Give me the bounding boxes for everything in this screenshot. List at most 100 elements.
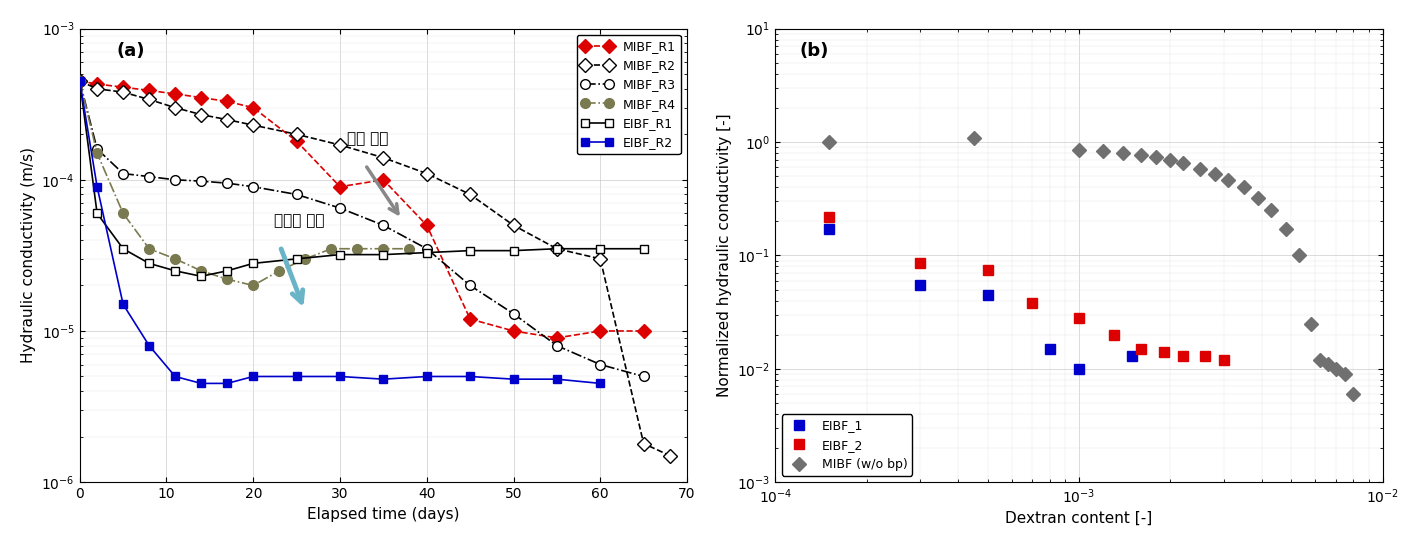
MIBF_R2 — [141, 96, 158, 103]
EIBF_R1 — [141, 260, 158, 266]
EIBF_2 — [1154, 349, 1171, 356]
EIBF_R2 — [419, 373, 436, 380]
EIBF_R2 — [506, 376, 523, 382]
MIBF_R1 — [462, 316, 479, 322]
MIBF_R1 — [419, 222, 436, 229]
MIBF_R3 — [288, 191, 305, 197]
EIBF_R2 — [375, 376, 392, 382]
Line: MIBF_R3: MIBF_R3 — [75, 76, 649, 381]
Line: MIBF_R4: MIBF_R4 — [75, 76, 415, 290]
Text: 영양분 증가: 영양분 증가 — [274, 213, 325, 228]
MIBF_R2 — [419, 170, 436, 177]
EIBF_R1 — [635, 246, 652, 252]
MIBF_R4 — [115, 210, 132, 217]
MIBF (w/o bp) — [1311, 357, 1328, 363]
MIBF (w/o bp) — [1162, 156, 1179, 163]
MIBF_R1 — [244, 104, 261, 111]
MIBF_R3 — [219, 180, 236, 187]
MIBF_R4 — [271, 267, 288, 274]
MIBF_R3 — [166, 177, 183, 183]
EIBF_R1 — [506, 247, 523, 254]
MIBF_R2 — [462, 191, 479, 197]
EIBF_2 — [1197, 353, 1214, 359]
MIBF_R3 — [635, 373, 652, 380]
MIBF_R3 — [331, 205, 348, 211]
MIBF_R1 — [219, 98, 236, 104]
MIBF_R1 — [506, 328, 523, 334]
EIBF_2 — [978, 266, 995, 273]
MIBF (w/o bp) — [1220, 177, 1237, 184]
MIBF_R4 — [193, 267, 210, 274]
Text: (a): (a) — [116, 42, 145, 60]
MIBF (w/o bp) — [966, 135, 983, 142]
EIBF_R1 — [592, 246, 609, 252]
MIBF_R3 — [548, 342, 565, 349]
MIBF (w/o bp) — [1302, 321, 1319, 327]
EIBF_R2 — [71, 78, 88, 84]
Text: 배압 작용: 배압 작용 — [346, 131, 388, 147]
EIBF_R2 — [288, 373, 305, 380]
EIBF_2 — [1216, 357, 1233, 363]
EIBF_R1 — [419, 249, 436, 256]
EIBF_R2 — [331, 373, 348, 380]
EIBF_1 — [1041, 346, 1058, 352]
MIBF_R1 — [331, 183, 348, 190]
MIBF_R2 — [662, 452, 679, 459]
MIBF_R2 — [506, 222, 523, 229]
EIBF_R1 — [193, 273, 210, 280]
MIBF_R2 — [635, 440, 652, 447]
EIBF_1 — [1123, 353, 1140, 359]
EIBF_2 — [1174, 353, 1191, 359]
EIBF_R2 — [193, 380, 210, 387]
EIBF_2 — [821, 213, 838, 220]
Line: EIBF_2: EIBF_2 — [824, 212, 1228, 365]
EIBF_R1 — [288, 255, 305, 262]
EIBF_2 — [1132, 346, 1149, 352]
EIBF_R2 — [244, 373, 261, 380]
MIBF_R2 — [548, 246, 565, 252]
EIBF_R1 — [71, 78, 88, 84]
EIBF_R1 — [219, 267, 236, 274]
EIBF_2 — [1071, 315, 1088, 321]
EIBF_R1 — [244, 260, 261, 266]
MIBF_R1 — [115, 84, 132, 90]
EIBF_2 — [912, 260, 929, 267]
MIBF_R4 — [166, 255, 183, 262]
MIBF_R2 — [115, 89, 132, 95]
MIBF (w/o bp) — [1319, 361, 1336, 368]
EIBF_R1 — [375, 251, 392, 258]
EIBF_R1 — [88, 210, 105, 217]
MIBF (w/o bp) — [1328, 365, 1345, 372]
MIBF (w/o bp) — [1235, 184, 1252, 190]
EIBF_2 — [1024, 300, 1041, 306]
MIBF_R4 — [297, 255, 314, 262]
EIBF_2 — [1105, 331, 1122, 338]
EIBF_R2 — [548, 376, 565, 382]
MIBF (w/o bp) — [1071, 147, 1088, 153]
EIBF_R1 — [462, 247, 479, 254]
MIBF (w/o bp) — [1095, 148, 1112, 154]
EIBF_1 — [912, 282, 929, 288]
MIBF_R3 — [592, 361, 609, 368]
Line: EIBF_R2: EIBF_R2 — [75, 77, 605, 388]
MIBF_R4 — [71, 78, 88, 84]
Legend: MIBF_R1, MIBF_R2, MIBF_R3, MIBF_R4, EIBF_R1, EIBF_R2: MIBF_R1, MIBF_R2, MIBF_R3, MIBF_R4, EIBF… — [577, 35, 680, 154]
MIBF_R2 — [244, 122, 261, 129]
MIBF (w/o bp) — [1336, 371, 1353, 377]
MIBF_R4 — [400, 246, 417, 252]
MIBF_R2 — [88, 85, 105, 92]
EIBF_R2 — [592, 380, 609, 387]
X-axis label: Elapsed time (days): Elapsed time (days) — [307, 507, 460, 522]
EIBF_R2 — [141, 342, 158, 349]
EIBF_1 — [978, 292, 995, 298]
MIBF_R2 — [71, 78, 88, 84]
MIBF_R4 — [349, 246, 366, 252]
MIBF_R1 — [548, 335, 565, 341]
MIBF_R4 — [141, 246, 158, 252]
Line: MIBF (w/o bp): MIBF (w/o bp) — [824, 133, 1358, 399]
MIBF_R1 — [375, 177, 392, 183]
MIBF (w/o bp) — [1115, 150, 1132, 156]
EIBF_R2 — [115, 301, 132, 307]
MIBF_R4 — [375, 246, 392, 252]
MIBF_R2 — [288, 131, 305, 138]
